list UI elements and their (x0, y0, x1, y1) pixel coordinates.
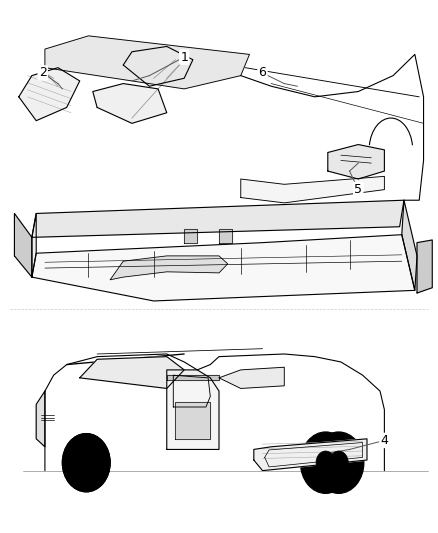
Text: 5: 5 (354, 183, 362, 196)
Polygon shape (32, 200, 404, 237)
Polygon shape (123, 46, 193, 86)
Polygon shape (45, 36, 250, 89)
Polygon shape (93, 84, 167, 123)
Circle shape (62, 433, 110, 492)
Polygon shape (32, 214, 36, 277)
Polygon shape (173, 375, 210, 407)
Circle shape (77, 451, 96, 474)
Polygon shape (19, 68, 80, 120)
Polygon shape (328, 144, 385, 179)
Polygon shape (176, 402, 210, 439)
Polygon shape (167, 375, 219, 381)
Circle shape (300, 432, 351, 494)
Text: 2: 2 (39, 67, 47, 79)
Circle shape (316, 451, 335, 474)
Polygon shape (36, 391, 45, 447)
Polygon shape (110, 256, 228, 280)
Circle shape (329, 451, 348, 474)
Polygon shape (32, 235, 415, 301)
Polygon shape (402, 200, 417, 290)
Polygon shape (241, 176, 385, 203)
Polygon shape (184, 229, 197, 243)
Polygon shape (219, 367, 284, 389)
Circle shape (314, 432, 364, 494)
Text: 1: 1 (180, 51, 188, 63)
Text: 4: 4 (381, 434, 389, 447)
Polygon shape (417, 240, 432, 293)
Polygon shape (80, 357, 184, 389)
Text: 6: 6 (258, 67, 266, 79)
Polygon shape (219, 229, 232, 243)
Polygon shape (167, 370, 219, 449)
Polygon shape (167, 378, 219, 449)
Polygon shape (254, 439, 367, 471)
Polygon shape (14, 214, 32, 277)
